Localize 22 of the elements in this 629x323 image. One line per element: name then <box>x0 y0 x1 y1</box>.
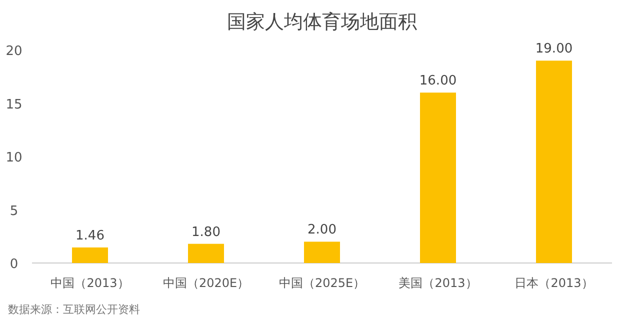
bar <box>420 92 456 263</box>
x-tick-label: 中国（2025E） <box>278 276 366 290</box>
bar <box>536 60 572 263</box>
data-label: 1.80 <box>192 224 220 240</box>
bar <box>188 244 224 263</box>
x-tick-label: 日本（2013） <box>514 276 594 290</box>
bar <box>72 247 108 263</box>
y-tick-label: 20 <box>6 44 22 59</box>
x-tick-label: 中国（2020E） <box>162 276 250 290</box>
y-tick-label: 0 <box>10 257 18 272</box>
source-note: 数据来源：互联网公开资料 <box>8 303 140 316</box>
chart-title: 国家人均体育场地面积 <box>227 11 417 33</box>
data-label: 19.00 <box>535 42 573 57</box>
y-tick-label: 10 <box>6 150 22 166</box>
y-tick-label: 5 <box>10 204 18 219</box>
data-label: 2.00 <box>308 222 336 238</box>
y-tick-label: 15 <box>6 97 22 112</box>
data-label: 1.46 <box>76 228 104 244</box>
data-label: 16.00 <box>419 74 457 89</box>
bar <box>304 242 340 263</box>
x-tick-label: 中国（2013） <box>50 276 130 290</box>
x-tick-label: 美国（2013） <box>398 276 478 290</box>
